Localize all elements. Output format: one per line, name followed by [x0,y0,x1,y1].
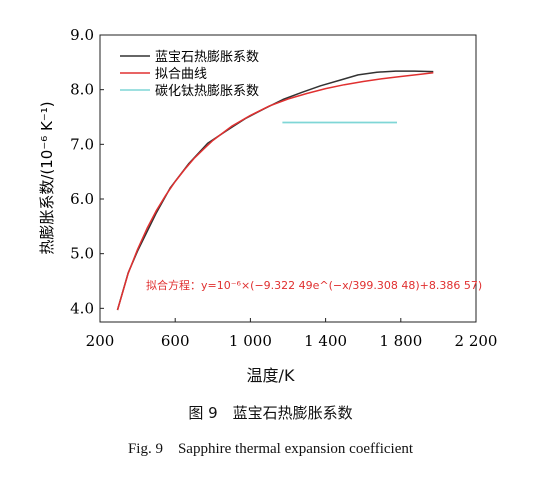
y-tick-label: 9.0 [70,26,94,44]
legend-label-tic: 碳化钛热膨胀系数 [155,84,259,99]
y-axis-label: 热膨胀系数/(10⁻⁶ K⁻¹) [38,101,56,254]
legend-label-sapphire: 蓝宝石热膨胀系数 [155,50,259,65]
figure-caption-en: Fig. 9 Sapphire thermal expansion coeffi… [127,441,414,457]
x-tick-label: 1 000 [229,332,272,350]
legend-label-fit: 拟合曲线 [155,67,207,82]
fit-equation-annotation: 拟合方程：y=10⁻⁶×(−9.322 49e^(−x/399.308 48)+… [146,278,482,292]
series-sapphire-line [116,70,434,311]
y-tick-label: 8.0 [70,81,94,99]
x-tick-label: 600 [161,332,190,350]
x-tick-label: 1 800 [379,332,422,350]
y-tick-label: 4.0 [70,299,94,317]
series-fit-curve-line [116,71,434,311]
x-tick-label: 1 400 [304,332,347,350]
plot-frame [99,34,477,323]
y-tick-label: 6.0 [70,190,94,208]
y-tick-label: 7.0 [70,135,94,153]
legend: 蓝宝石热膨胀系数 拟合曲线 碳化钛热膨胀系数 [120,50,259,99]
figure-caption-cn: 图 9 蓝宝石热膨胀系数 [188,404,353,422]
y-tick-label: 5.0 [70,245,94,263]
x-tick-label: 200 [86,332,115,350]
x-axis-label: 温度/K [246,366,295,385]
x-tick-label: 2 200 [455,332,498,350]
